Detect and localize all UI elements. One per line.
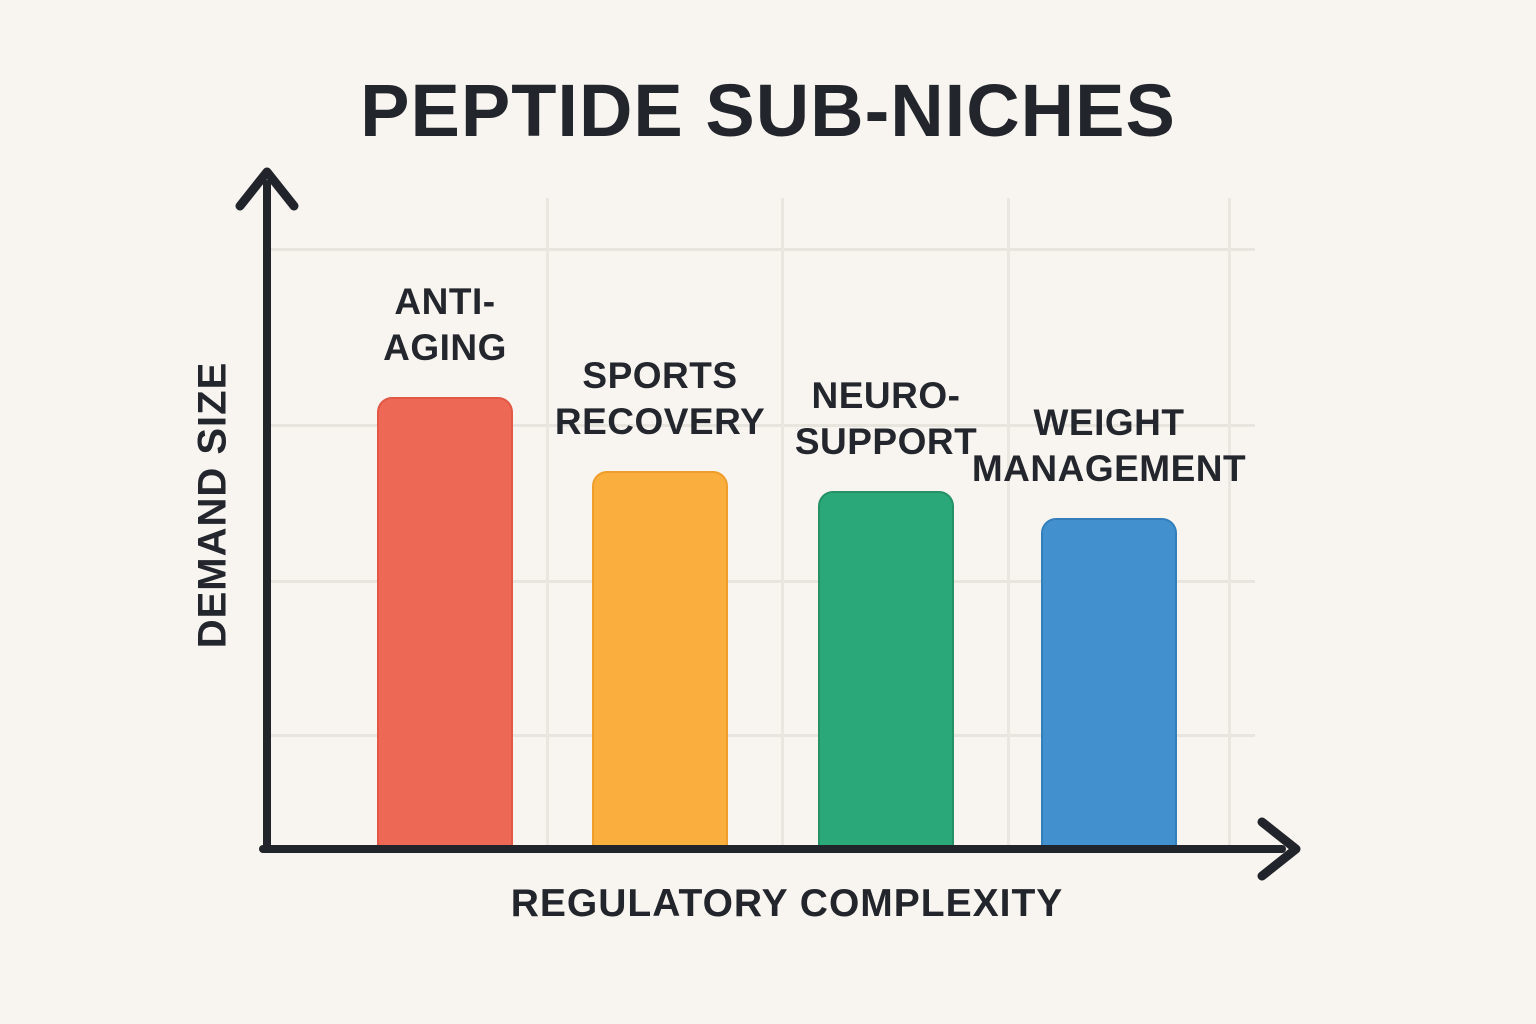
bar-label-line: SUPPORT <box>794 421 978 462</box>
bar-label-line: MANAGEMENT <box>971 448 1247 489</box>
grid-line-horizontal <box>271 424 1255 427</box>
y-axis-arrow-icon <box>235 167 299 211</box>
bar-label-line: NEURO- <box>811 375 961 416</box>
grid-line-vertical <box>781 198 784 849</box>
grid-line-vertical <box>1228 198 1231 849</box>
bar-label-line: WEIGHT <box>1033 402 1185 443</box>
y-axis-label: DEMAND SIZE <box>190 361 235 649</box>
grid-line-horizontal <box>271 248 1255 251</box>
bar-label-line: SPORTS <box>582 355 738 396</box>
bar-label-line: RECOVERY <box>554 401 766 442</box>
chart-title: PEPTIDE SUB-NICHES <box>360 69 1176 152</box>
bar-label: WEIGHT MANAGEMENT <box>972 400 1246 492</box>
bar-label: ANTI- AGING <box>383 279 507 371</box>
bar-column-weight-management: WEIGHT MANAGEMENT <box>939 400 1279 849</box>
bar-sports-recovery <box>592 471 728 849</box>
bar-column-neuro-support: NEURO- SUPPORT <box>716 373 1056 849</box>
bar-column-sports-recovery: SPORTS RECOVERY <box>490 353 830 849</box>
grid-line-horizontal <box>271 734 1255 737</box>
grid-line-horizontal <box>271 580 1255 583</box>
grid-line-vertical <box>1007 198 1010 849</box>
bar-column-anti-aging: ANTI- AGING <box>275 279 615 849</box>
grid-line-vertical <box>546 198 549 849</box>
bar-label-line: ANTI- <box>394 281 496 322</box>
bar-label: NEURO- SUPPORT <box>795 373 977 465</box>
bar-label: SPORTS RECOVERY <box>555 353 765 445</box>
bar-label-line: AGING <box>383 327 507 368</box>
x-axis-label: REGULATORY COMPLEXITY <box>510 882 1064 925</box>
bar-anti-aging <box>377 397 513 849</box>
bar-neuro-support <box>818 491 954 849</box>
bar-weight-management <box>1041 518 1177 849</box>
